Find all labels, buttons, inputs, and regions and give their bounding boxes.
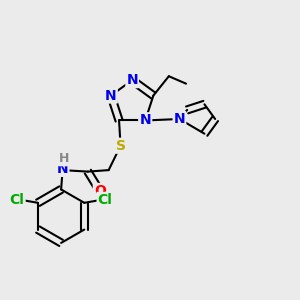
Text: N: N: [105, 88, 117, 103]
Text: N: N: [126, 73, 138, 87]
Text: N: N: [57, 162, 68, 176]
Text: Cl: Cl: [98, 193, 112, 207]
Text: N: N: [174, 112, 185, 126]
Text: N: N: [140, 113, 151, 128]
Text: O: O: [94, 184, 106, 198]
Text: S: S: [116, 139, 126, 153]
Text: Cl: Cl: [10, 193, 25, 207]
Text: H: H: [59, 152, 69, 165]
Text: N: N: [140, 113, 151, 128]
